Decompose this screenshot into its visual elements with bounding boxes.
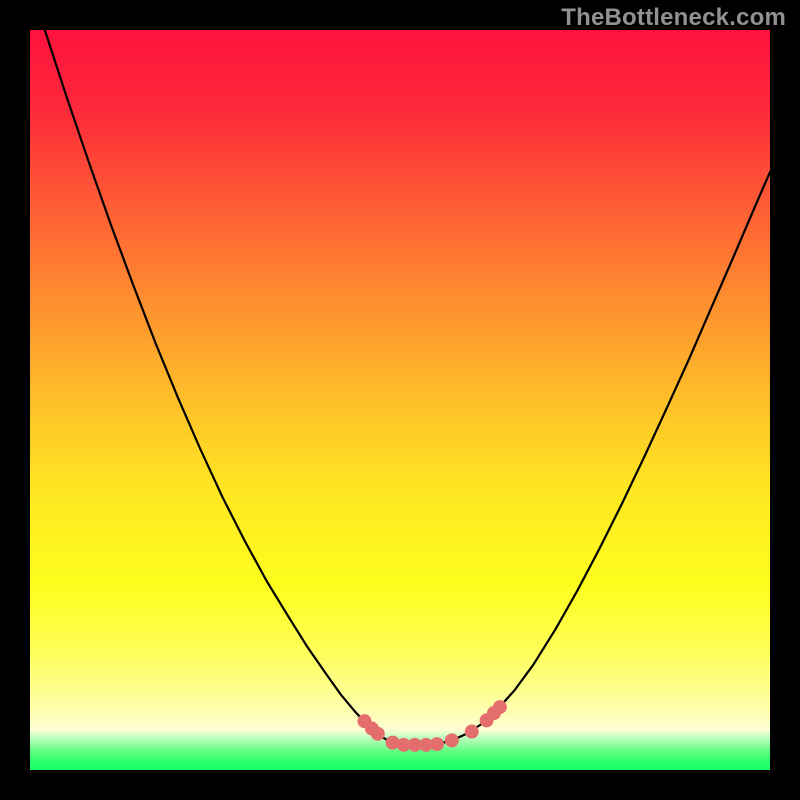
plot-svg bbox=[30, 30, 770, 770]
curve-marker bbox=[465, 725, 479, 739]
curve-marker bbox=[371, 727, 385, 741]
curve-marker bbox=[445, 733, 459, 747]
curve-marker bbox=[430, 737, 444, 751]
watermark-text: TheBottleneck.com bbox=[561, 4, 786, 32]
gradient-background bbox=[30, 30, 770, 770]
curve-marker bbox=[493, 700, 507, 714]
chart-frame: TheBottleneck.com bbox=[0, 0, 800, 800]
